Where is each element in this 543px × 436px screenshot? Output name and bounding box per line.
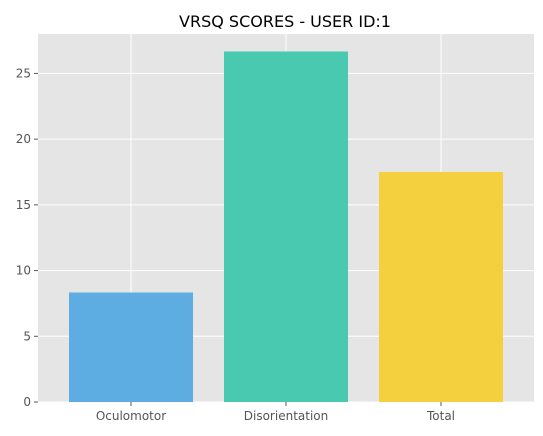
y-tick-label: 15 (16, 198, 31, 212)
y-tick-label: 25 (16, 66, 31, 80)
x-tick-label: Disorientation (244, 409, 328, 423)
x-axis: Oculomotor Disorientation Total (96, 402, 455, 423)
bar-total (379, 172, 503, 402)
y-tick-label: 0 (23, 395, 31, 409)
bars (69, 51, 503, 402)
x-tick-label: Total (426, 409, 455, 423)
y-tick-label: 20 (16, 132, 31, 146)
y-tick-label: 5 (23, 329, 31, 343)
x-tick-label: Oculomotor (96, 409, 166, 423)
bar-disorientation (224, 51, 348, 402)
y-tick-label: 10 (16, 264, 31, 278)
y-axis: 0 5 10 15 20 25 (16, 66, 38, 409)
chart-title: VRSQ SCORES - USER ID:1 (179, 12, 391, 31)
bar-oculomotor (69, 292, 193, 402)
